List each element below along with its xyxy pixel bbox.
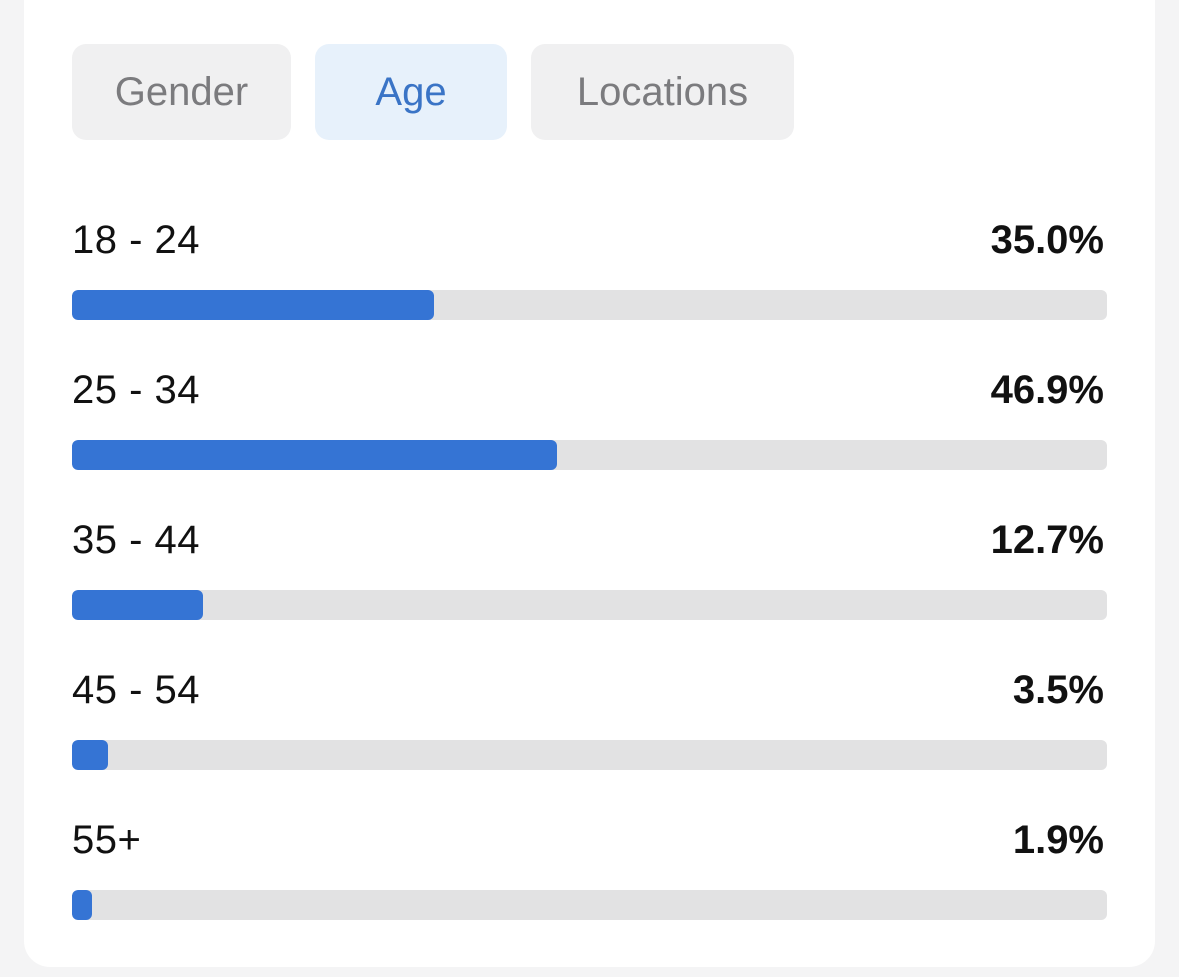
age-range-label: 18 - 24 xyxy=(72,218,201,262)
age-row-45-54: 45 - 54 3.5% xyxy=(72,668,1107,818)
tab-age[interactable]: Age xyxy=(315,44,507,140)
progress-track xyxy=(72,440,1107,470)
tab-gender[interactable]: Gender xyxy=(72,44,291,140)
age-range-label: 25 - 34 xyxy=(72,368,201,412)
age-row-35-44: 35 - 44 12.7% xyxy=(72,518,1107,668)
progress-fill xyxy=(72,440,558,470)
progress-track xyxy=(72,740,1107,770)
tab-locations[interactable]: Locations xyxy=(531,44,794,140)
age-distribution-list: 18 - 24 35.0% 25 - 34 46.9% 35 - 44 12.7… xyxy=(72,218,1107,968)
age-percentage: 46.9% xyxy=(990,368,1104,412)
age-percentage: 3.5% xyxy=(1012,668,1104,712)
progress-fill xyxy=(72,290,435,320)
progress-track xyxy=(72,290,1107,320)
age-range-label: 45 - 54 xyxy=(72,668,201,712)
progress-track xyxy=(72,590,1107,620)
audience-card xyxy=(24,0,1155,967)
age-percentage: 1.9% xyxy=(1012,818,1104,862)
segment-tabs: Gender Age Locations xyxy=(72,44,794,140)
age-range-label: 35 - 44 xyxy=(72,518,201,562)
progress-fill xyxy=(72,590,204,620)
age-row-55-plus: 55+ 1.9% xyxy=(72,818,1107,968)
age-row-25-34: 25 - 34 46.9% xyxy=(72,368,1107,518)
progress-fill xyxy=(72,740,109,770)
age-percentage: 12.7% xyxy=(990,518,1104,562)
age-row-18-24: 18 - 24 35.0% xyxy=(72,218,1107,368)
age-percentage: 35.0% xyxy=(990,218,1104,262)
progress-track xyxy=(72,890,1107,920)
age-range-label: 55+ xyxy=(72,818,142,862)
progress-fill xyxy=(72,890,92,920)
